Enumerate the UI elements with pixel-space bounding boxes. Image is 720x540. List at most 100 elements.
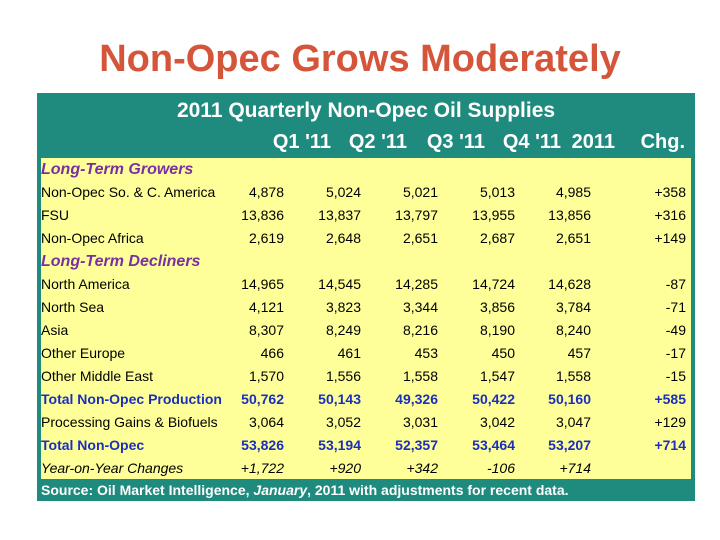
cell-value: 50,143 xyxy=(318,391,361,407)
section-row: Long-Term Decliners xyxy=(37,250,695,273)
column-header-q1: Q1 '11 xyxy=(272,131,331,153)
row-label: North Sea xyxy=(41,299,105,315)
cell-value: -49 xyxy=(665,322,686,338)
slide-title: Non-Opec Grows Moderately xyxy=(99,38,621,80)
column-header-q4: Q4 '11 xyxy=(502,131,561,153)
cell-value: 2,651 xyxy=(555,230,591,246)
table-row: Asia 8,307 8,249 8,216 8,190 8,240 -49 xyxy=(37,319,695,342)
cell-value: 8,249 xyxy=(325,322,361,338)
cell-value: 3,052 xyxy=(325,414,361,430)
cell-value: 450 xyxy=(491,345,515,361)
table-row: Non-Opec So. & C. America 4,878 5,024 5,021… xyxy=(37,181,695,204)
cell-value: 13,836 xyxy=(241,207,284,223)
right-border xyxy=(691,93,695,501)
table-row: Processing Gains & Biofuels 3,064 3,052 3,0… xyxy=(37,411,695,434)
row-label: Processing Gains & Biofuels xyxy=(41,414,218,430)
cell-value: -17 xyxy=(665,345,686,361)
cell-value: +920 xyxy=(329,460,361,476)
cell-value: 5,021 xyxy=(402,184,438,200)
source-suffix: , 2011 with adjustments for recent data. xyxy=(307,482,569,498)
cell-value: 13,955 xyxy=(472,207,515,223)
cell-value: 4,878 xyxy=(248,184,284,200)
cell-value: 53,464 xyxy=(472,437,515,453)
cell-value: 3,856 xyxy=(479,299,515,315)
cell-value: 4,985 xyxy=(555,184,591,200)
cell-value: 14,724 xyxy=(472,276,515,292)
row-label: Other Middle East xyxy=(41,368,154,384)
row-label: North America xyxy=(41,276,130,292)
cell-value: 52,357 xyxy=(395,437,438,453)
table-row: North America 14,965 14,545 14,285 14,724 14,… xyxy=(37,273,695,296)
cell-value: 8,190 xyxy=(479,322,515,338)
cell-value: 14,285 xyxy=(395,276,438,292)
left-border xyxy=(37,93,41,501)
cell-value: 5,024 xyxy=(325,184,361,200)
table-row: Non-Opec Africa 2,619 2,648 2,651 2,687 2,651… xyxy=(37,227,695,250)
cell-value: 3,031 xyxy=(402,414,438,430)
cell-value: +714 xyxy=(559,460,591,476)
cell-value: 3,042 xyxy=(479,414,515,430)
section-row: Long-Term Growers xyxy=(37,158,695,181)
cell-value: 2,687 xyxy=(479,230,515,246)
cell-value: +129 xyxy=(654,414,686,430)
cell-value: 50,160 xyxy=(548,391,591,407)
cell-value: 13,837 xyxy=(318,207,361,223)
row-label: Non-Opec Africa xyxy=(41,230,144,246)
table-row: Other Middle East 1,570 1,556 1,558 1,547 1,5… xyxy=(37,365,695,388)
row-label: Total Non-Opec Production xyxy=(41,391,222,407)
cell-value: 49,326 xyxy=(395,391,438,407)
footer-band xyxy=(37,479,695,501)
cell-value: +358 xyxy=(654,184,686,200)
source-month: January xyxy=(253,482,308,498)
cell-value: 53,207 xyxy=(548,437,591,453)
cell-value: 14,628 xyxy=(548,276,591,292)
cell-value: -71 xyxy=(665,299,686,315)
row-label: Year-on-Year Changes xyxy=(41,460,184,476)
source-note: Source: Oil Market Intelligence, January… xyxy=(41,481,691,499)
cell-value: 8,240 xyxy=(555,322,591,338)
cell-value: 453 xyxy=(414,345,438,361)
cell-value: +342 xyxy=(406,460,438,476)
cell-value: 2,651 xyxy=(402,230,438,246)
cell-value: 1,558 xyxy=(555,368,591,384)
cell-value: 2,619 xyxy=(248,230,284,246)
table-row: Other Europe 466 461 453 450 457 -17 xyxy=(37,342,695,365)
cell-value: 53,194 xyxy=(318,437,361,453)
cell-value: +585 xyxy=(654,391,686,407)
row-label: Other Europe xyxy=(41,345,126,361)
column-header-q2: Q2 '11 xyxy=(348,131,407,153)
cell-value: 14,965 xyxy=(241,276,284,292)
cell-value: -106 xyxy=(486,460,515,476)
column-header-q3: Q3 '11 xyxy=(426,131,485,153)
cell-value: 3,064 xyxy=(248,414,284,430)
table-row: North Sea 4,121 3,823 3,344 3,856 3,784 -71 xyxy=(37,296,695,319)
table-row: Total Non-Opec Production 50,762 50,143 49,… xyxy=(37,388,695,411)
cell-value: 4,121 xyxy=(248,299,284,315)
cell-value: 1,556 xyxy=(325,368,361,384)
column-header-change: Chg. xyxy=(640,131,685,153)
cell-value: 8,307 xyxy=(248,322,284,338)
cell-value: 2,648 xyxy=(325,230,361,246)
row-label: FSU xyxy=(41,207,69,223)
cell-value: 8,216 xyxy=(402,322,438,338)
cell-value: -87 xyxy=(665,276,686,292)
cell-value: 3,784 xyxy=(555,299,591,315)
section-heading: Long-Term Decliners xyxy=(41,253,201,270)
cell-value: 466 xyxy=(260,345,284,361)
table-title: 2011 Quarterly Non-Opec Oil Supplies xyxy=(176,99,556,122)
section-heading: Long-Term Growers xyxy=(41,161,194,178)
table-row: Total Non-Opec 53,826 53,194 52,357 53,464 53… xyxy=(37,434,695,457)
column-header-year: 2011 xyxy=(571,131,615,153)
cell-value: +316 xyxy=(654,207,686,223)
row-label: Asia xyxy=(41,322,69,338)
source-prefix: Source: Oil Market Intelligence, xyxy=(41,482,254,498)
table-row: Year-on-Year Changes +1,722 +920 +342 -106 +7… xyxy=(37,457,695,480)
cell-value: -15 xyxy=(665,368,686,384)
cell-value: 461 xyxy=(337,345,361,361)
cell-value: 1,570 xyxy=(248,368,284,384)
cell-value: 14,545 xyxy=(318,276,361,292)
cell-value: 457 xyxy=(567,345,591,361)
cell-value: 50,422 xyxy=(472,391,515,407)
cell-value: 3,823 xyxy=(325,299,361,315)
cell-value: 13,856 xyxy=(548,207,591,223)
